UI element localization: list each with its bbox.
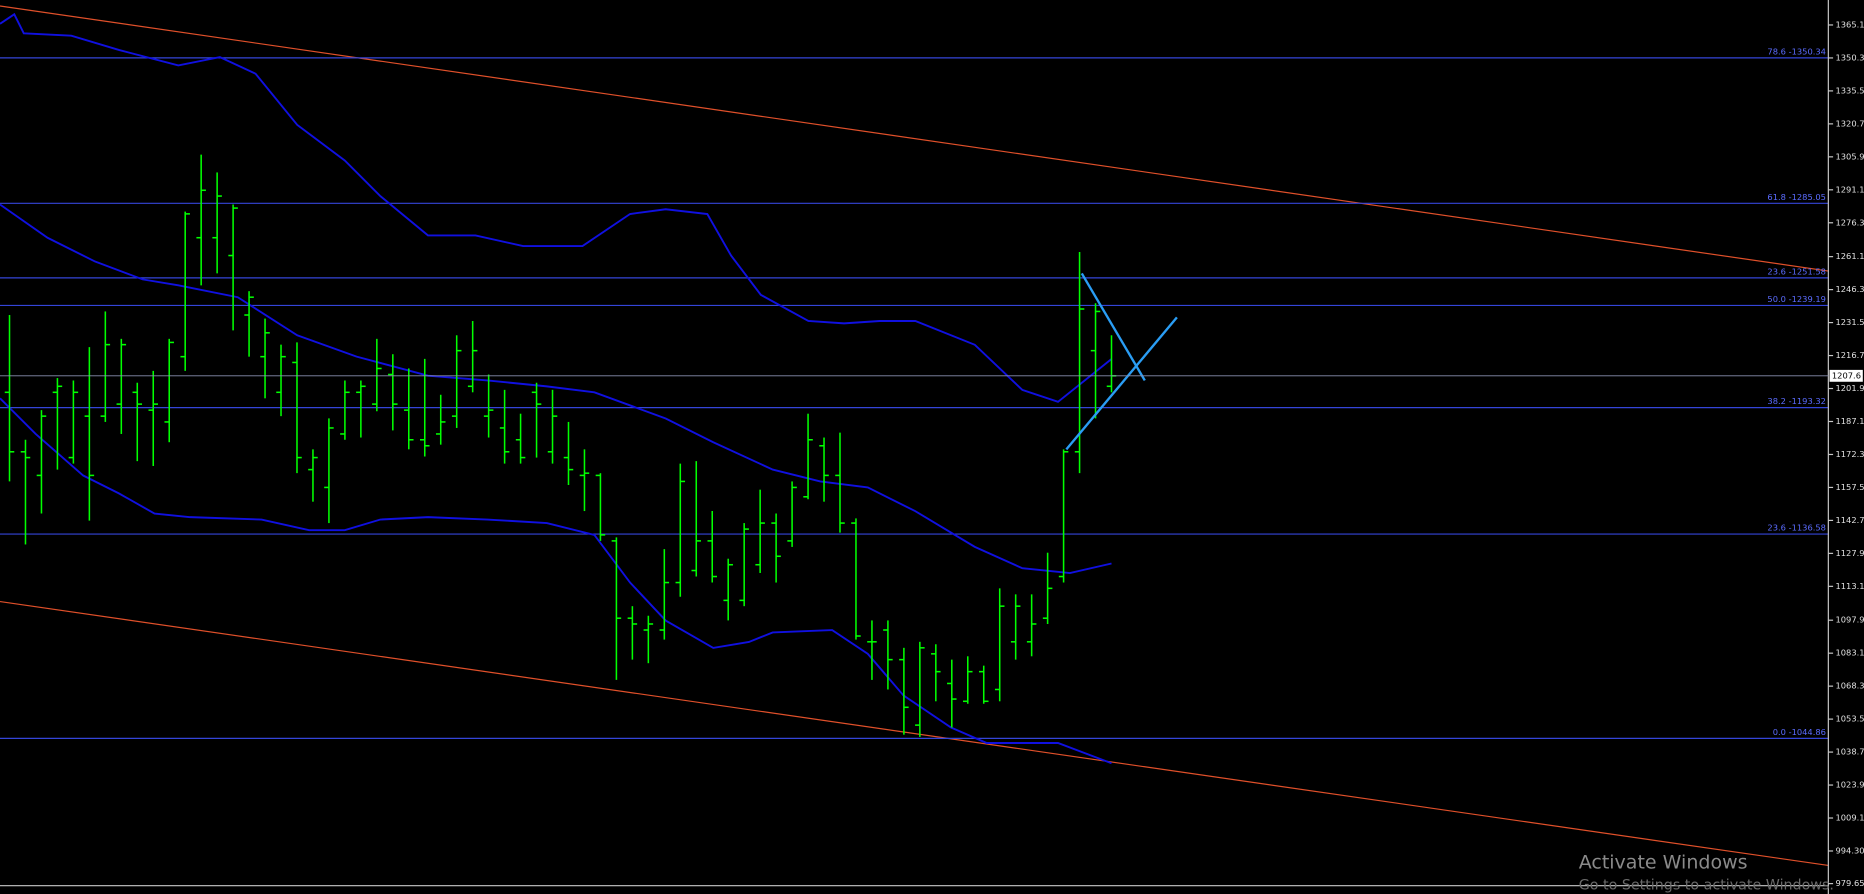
y-tick-label: 994.30 (1835, 845, 1864, 855)
last-price-label: 1207.6 (1832, 370, 1861, 380)
level-label: 0.0 -1044.86 (1773, 727, 1826, 737)
y-tick-label: 1097.9 (1835, 615, 1864, 625)
watermark-text: Go to Settings to activate Windows. (1579, 878, 1834, 894)
level-label: 23.6 -1251.58 (1767, 266, 1826, 276)
y-tick-label: 1201.9 (1835, 383, 1864, 393)
level-label: 78.6 -1350.34 (1767, 46, 1826, 56)
y-tick-label: 1053.5 (1835, 714, 1864, 724)
y-tick-label: 1216.7 (1835, 350, 1864, 360)
y-tick-label: 1083.1 (1835, 648, 1864, 658)
y-tick-label: 1157.5 (1835, 482, 1864, 492)
y-tick-label: 1365.1 (1835, 19, 1864, 29)
y-tick-label: 1350.3 (1835, 52, 1864, 62)
level-label: 50.0 -1239.19 (1767, 294, 1826, 304)
upper-channel-line (0, 5, 1829, 272)
last-price-box (1829, 369, 1863, 382)
fib-levels: 78.6 -1350.34 61.8 -1285.05 23.6 -1251.58 5… (0, 46, 1829, 739)
middle-band (0, 397, 1112, 765)
ohlc-bars (4, 154, 1117, 737)
y-tick-label: 1231.5 (1835, 317, 1864, 327)
y-tick-label: 1261.1 (1835, 251, 1864, 261)
y-tick-label: 1187.1 (1835, 416, 1864, 426)
y-tick-label: 1291.1 (1835, 184, 1864, 194)
y-tick-label: 979.65 (1835, 878, 1864, 888)
moving-average (0, 203, 1112, 574)
level-label: 38.2 -1193.32 (1767, 396, 1826, 406)
y-tick-label: 1335.5 (1835, 85, 1864, 95)
y-tick-label: 1320.7 (1835, 118, 1864, 128)
y-tick-label: 1142.7 (1835, 515, 1864, 525)
y-tick-label: 1023.9 (1835, 780, 1864, 790)
pattern-line (1080, 272, 1146, 382)
level-label: 23.6 -1136.58 (1767, 523, 1826, 533)
y-tick-label: 1038.7 (1835, 747, 1864, 757)
y-tick-label: 1127.9 (1835, 548, 1864, 558)
watermark-title: Activate Windows (1579, 852, 1748, 874)
y-tick-label: 1276.3 (1835, 217, 1864, 227)
y-tick-label: 1113.1 (1835, 581, 1864, 591)
y-tick-label: 1246.3 (1835, 284, 1864, 294)
level-label: 61.8 -1285.05 (1767, 192, 1826, 202)
y-axis-ticks: 1365.1 1350.3 1335.5 1320.7 1305.9 1291.1 1276… (0, 19, 1864, 888)
y-tick-label: 1305.9 (1835, 151, 1864, 161)
upper-band (0, 12, 1113, 403)
pattern-line (1065, 316, 1178, 451)
lower-channel-line (0, 600, 1829, 867)
y-tick-label: 1009.1 (1835, 813, 1864, 823)
y-tick-label: 1068.3 (1835, 681, 1864, 691)
y-tick-label: 1172.3 (1835, 449, 1864, 459)
